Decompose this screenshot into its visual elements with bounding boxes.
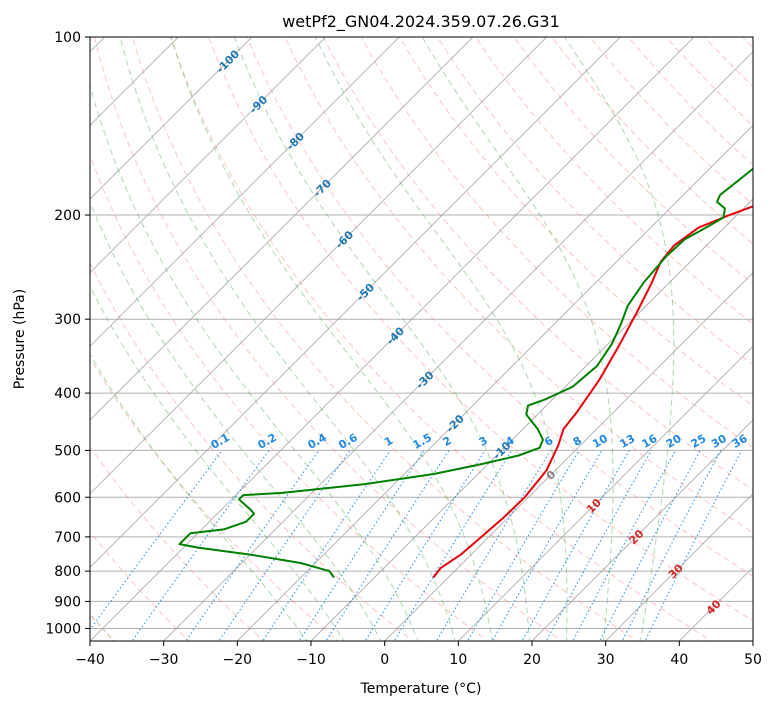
moist-adiabat [90,201,382,641]
y-tick-label: 400 [54,386,81,402]
mixing-ratio-line [435,450,552,641]
isotherm [384,271,753,641]
mixing-ratio-line [599,450,701,641]
dry-adiabat [90,357,339,641]
dry-adiabat [90,154,489,641]
pressure-gridlines [90,37,753,629]
mixing-ratio-line [545,450,652,641]
moist-adiabat [90,285,345,641]
mixing-ratio-line [298,450,425,641]
y-tick-label: 900 [54,594,81,610]
dry-adiabat [398,37,753,407]
mixing-ratio-line [393,450,513,641]
x-tick-label: 10 [449,652,467,668]
isotherm [236,124,753,641]
mixing-ratio-line [325,450,450,641]
plot-frame [89,36,754,642]
mixing-ratio-line [621,450,722,641]
chart-title: wetPf2_GN04.2024.359.07.26.G31 [282,12,560,32]
mixing-ratio-lines [90,450,742,641]
dry-adiabat [513,37,753,285]
x-tick-label: −10 [296,652,326,668]
dry-adiabat [90,261,414,641]
y-tick-label: 800 [54,564,81,580]
isotherm [90,37,548,495]
moist-adiabat [233,37,530,641]
profile-line [178,167,753,579]
y-axis-ticks: 100 200 300 400 500 600 700 800 900 1000 [45,30,90,637]
isotherm [90,37,327,274]
x-tick-label: −40 [75,652,105,668]
isotherm [163,50,753,641]
mixing-ratio-line [364,450,486,641]
isotherm [90,37,400,348]
x-axis-ticks: −40 −30 −20 −10 0 10 20 30 40 50 [75,641,762,668]
moist-adiabat [119,37,456,641]
isotherm [531,419,753,641]
dry-adiabat [90,445,265,641]
y-tick-label: 600 [54,490,81,506]
isotherm [605,492,753,641]
moist-adiabat [314,37,568,641]
x-tick-label: 20 [523,652,541,668]
dry-adiabat [475,37,753,325]
dry-adiabat [93,37,564,641]
x-tick-label: −30 [149,652,179,668]
x-tick-label: 0 [380,652,389,668]
dry-adiabat [284,37,753,534]
moist-adiabat [170,37,493,641]
skewed-isotherms [90,37,753,641]
isotherm [90,37,621,569]
y-tick-label: 200 [54,208,81,224]
mixing-ratio-line [262,450,391,641]
y-tick-label: 500 [54,443,81,459]
y-tick-label: 1000 [45,621,81,637]
x-tick-label: 50 [744,652,762,668]
dry-adiabat [131,37,638,641]
x-tick-label: 30 [597,652,615,668]
isotherm [90,37,695,641]
y-axis-label: Pressure (hPa) [12,289,28,389]
mixing-ratio-line [466,450,580,641]
y-tick-label: 700 [54,530,81,546]
profile-lines [178,167,753,579]
mixing-ratio-line [572,450,676,641]
mixing-ratio-line [185,450,320,641]
x-tick-label: 40 [670,652,688,668]
isotherm [90,37,253,200]
mixing-ratio-line [218,450,351,641]
isotherm [310,198,753,641]
isotherm [457,345,753,641]
dry-adiabat [322,37,753,491]
dry-adiabat [208,37,753,622]
dry-adiabat [246,37,753,577]
y-tick-label: 100 [54,30,81,46]
mixing-ratio-line [131,450,270,641]
y-tick-label: 300 [54,312,81,328]
dry-adiabat [170,37,713,641]
isotherm [90,37,474,421]
x-axis-label: Temperature (°C) [360,681,482,697]
moist-adiabat [563,37,675,641]
mixing-ratio-line [90,450,223,631]
plot-area: 0.1 0.2 0.4 0.6 1 1.5 2 3 4 6 8 10 13 16 20 25 30 36-100-… [90,37,753,641]
dry-adiabats [90,37,753,641]
dry-adiabat [360,37,753,449]
moist-adiabat [421,37,614,641]
profile-line [432,205,753,579]
x-tick-label: −20 [223,652,253,668]
